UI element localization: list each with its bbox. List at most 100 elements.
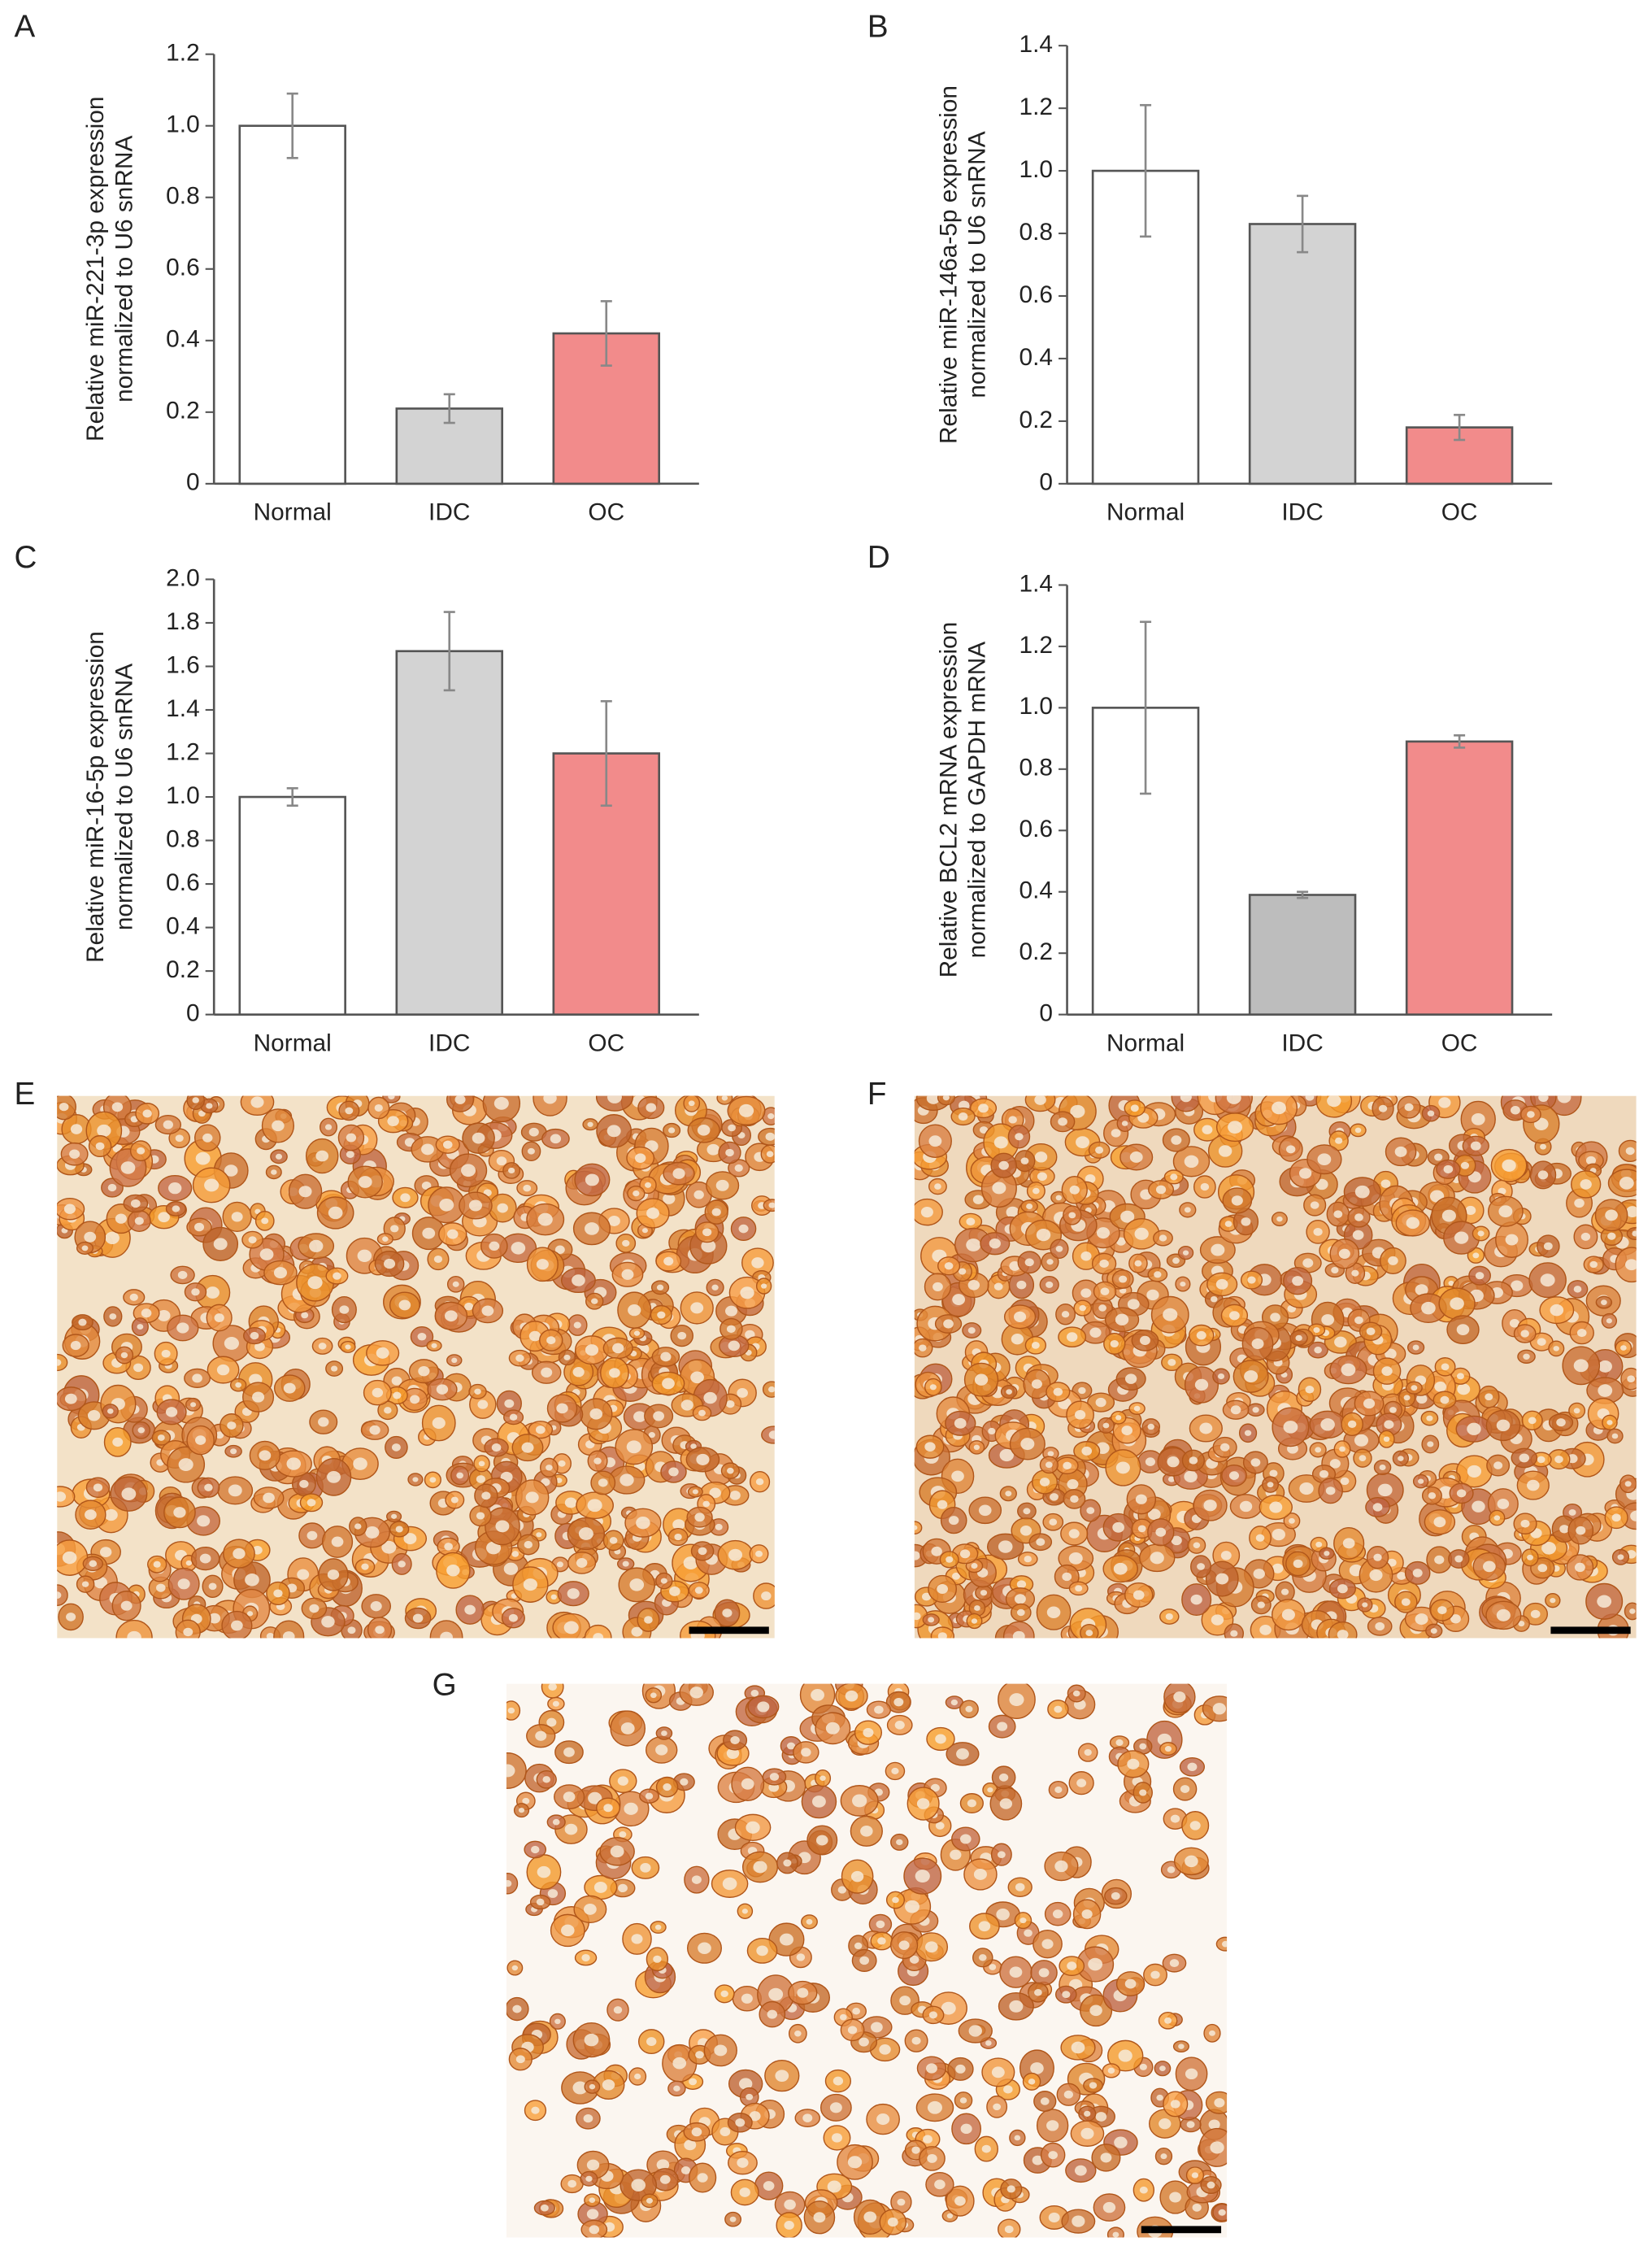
nucleus [1299, 1482, 1314, 1495]
nucleus [1269, 1501, 1283, 1513]
nucleus [811, 1795, 826, 1808]
nucleus [753, 1861, 767, 1874]
nucleus [1184, 1155, 1199, 1169]
y-axis-title: normalized to U6 snRNA [111, 136, 137, 403]
nucleus [1036, 1228, 1051, 1242]
nucleus [1537, 1564, 1548, 1573]
nucleus [564, 1497, 577, 1508]
nucleus [925, 2063, 937, 2074]
nucleus [382, 1236, 389, 1242]
nucleus [959, 1268, 967, 1275]
nucleus [593, 1457, 602, 1465]
nucleus [421, 1181, 432, 1190]
nucleus [1139, 1743, 1147, 1750]
nucleus [763, 2181, 775, 2192]
nucleus [1580, 1179, 1592, 1190]
nucleus [1315, 1447, 1322, 1453]
nucleus [528, 1330, 541, 1342]
nucleus [306, 1530, 318, 1540]
nucleus [1295, 1334, 1302, 1342]
nucleus [214, 1313, 224, 1322]
nucleus [198, 1110, 206, 1117]
nucleus [440, 1631, 453, 1639]
nucleus [958, 1112, 968, 1121]
nucleus [1008, 1116, 1017, 1124]
nucleus [1528, 1417, 1537, 1425]
nucleus [769, 1773, 780, 1781]
nucleus [446, 1565, 460, 1577]
nucleus [176, 1322, 189, 1334]
nucleus [327, 1569, 340, 1580]
nucleus [998, 1773, 1009, 1782]
nucleus [1024, 1258, 1034, 1267]
nucleus [584, 2033, 599, 2047]
nucleus [120, 1161, 136, 1174]
nucleus [1412, 1344, 1419, 1351]
nucleus [202, 1133, 213, 1143]
nucleus [318, 1343, 327, 1350]
nucleus [609, 1368, 620, 1378]
nucleus [537, 1865, 551, 1878]
nucleus [515, 1354, 524, 1362]
nucleus [1212, 1703, 1226, 1715]
nucleus [801, 1748, 811, 1757]
nucleus [589, 2197, 596, 2204]
nucleus [1537, 1170, 1549, 1180]
nucleus [1250, 1458, 1261, 1467]
y-tick-label: 0.8 [1019, 219, 1053, 246]
nucleus [629, 1578, 645, 1591]
nucleus [1244, 1430, 1252, 1436]
nucleus [694, 1587, 703, 1594]
nucleus [1089, 1327, 1102, 1338]
x-tick-label: Normal [1106, 499, 1185, 526]
nucleus [954, 1417, 967, 1429]
nucleus [1230, 1405, 1241, 1415]
nucleus [914, 1612, 921, 1621]
nucleus [877, 1937, 886, 1945]
nucleus [1034, 1095, 1046, 1105]
nucleus [1054, 1860, 1068, 1873]
nucleus [204, 1178, 220, 1192]
nucleus [1023, 1508, 1031, 1515]
nucleus [973, 1868, 987, 1880]
nucleus [521, 1442, 534, 1453]
nucleus [233, 1547, 246, 1560]
nucleus [345, 1344, 351, 1350]
nucleus [370, 1601, 382, 1612]
nucleus [1134, 1260, 1142, 1267]
nucleus [1046, 1606, 1061, 1618]
nucleus [859, 1956, 870, 1965]
nucleus [1438, 1097, 1451, 1108]
nucleus [1173, 1691, 1186, 1703]
nucleus [728, 1340, 741, 1352]
nucleus [741, 1993, 753, 2004]
nucleus [653, 1411, 665, 1421]
nucleus [324, 1124, 333, 1130]
nucleus [1170, 1173, 1178, 1181]
nucleus [1089, 2004, 1102, 2017]
nucleus [1619, 1177, 1634, 1190]
nucleus [728, 1124, 736, 1132]
y-tick-label: 0.2 [166, 398, 199, 424]
nucleus [554, 1245, 565, 1254]
nucleus [195, 1151, 211, 1165]
nucleus [711, 1208, 721, 1217]
nucleus [585, 2175, 593, 2182]
nucleus [694, 1513, 705, 1522]
nucleus [444, 1310, 458, 1322]
cell [541, 1683, 564, 1699]
nucleus [1046, 1281, 1054, 1288]
nucleus [1537, 1338, 1546, 1346]
nucleus [1137, 1525, 1146, 1533]
bar [238, 124, 346, 485]
nucleus [185, 1560, 193, 1566]
panel-label: A [15, 9, 36, 44]
nucleus [750, 1690, 759, 1697]
nucleus [1629, 1608, 1636, 1614]
nucleus [1329, 1459, 1341, 1469]
nucleus [640, 1863, 651, 1873]
nucleus [1617, 1554, 1624, 1560]
nucleus [393, 1391, 402, 1399]
nucleus [1085, 1630, 1093, 1636]
nucleus [1340, 1477, 1350, 1486]
